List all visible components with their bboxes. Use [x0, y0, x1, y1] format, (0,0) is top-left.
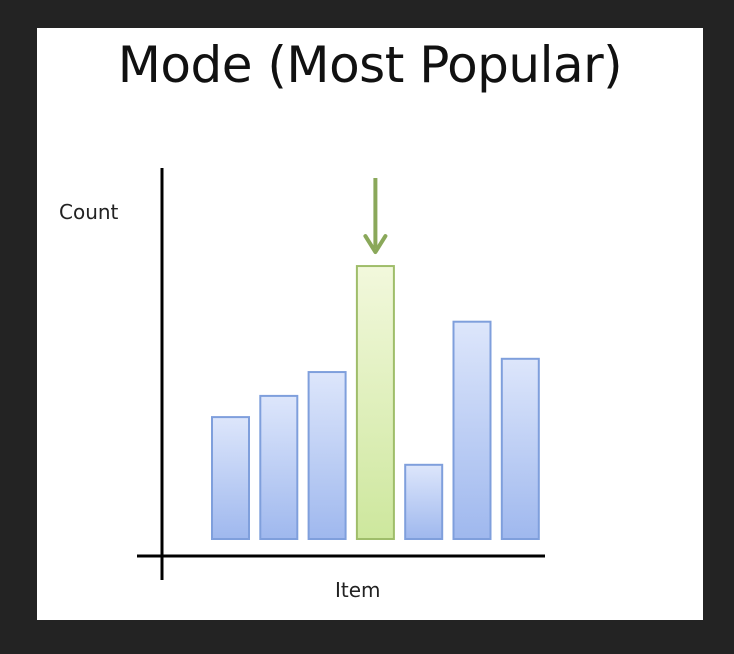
- bar-chart: [137, 168, 545, 580]
- arrow-head: [363, 234, 388, 255]
- bar: [307, 371, 347, 540]
- bars-group: [211, 265, 540, 541]
- bar: [259, 394, 299, 540]
- bar: [404, 463, 444, 540]
- chart-card: Mode (Most Popular) Count Item: [37, 28, 703, 620]
- x-axis-label: Item: [335, 578, 381, 602]
- chart-title: Mode (Most Popular): [117, 36, 623, 94]
- bar-mode-highlight: [355, 265, 395, 541]
- bar: [500, 357, 540, 540]
- y-axis-label: Count: [59, 200, 119, 224]
- bar: [211, 416, 250, 541]
- bar: [452, 320, 492, 541]
- mode-arrow-icon: [363, 178, 388, 255]
